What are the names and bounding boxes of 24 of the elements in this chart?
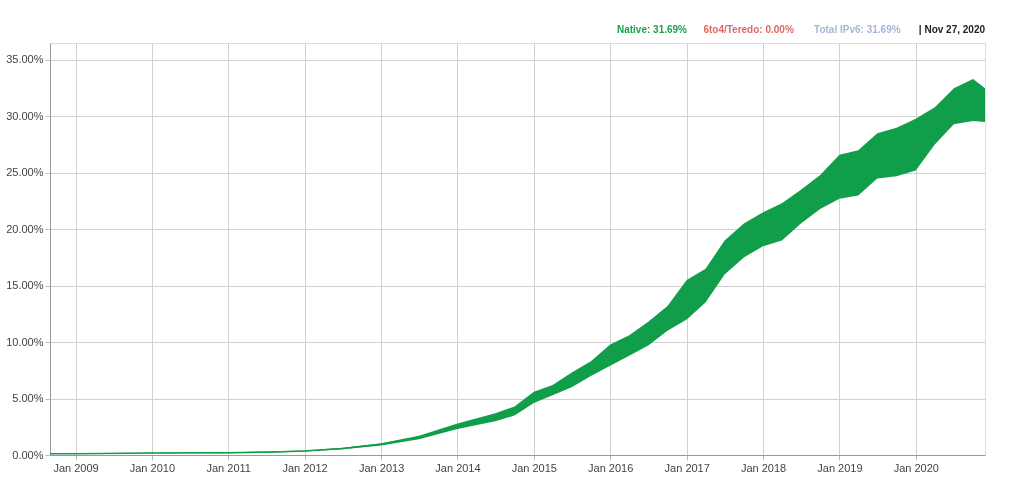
x-tick-label: Jan 2011 (206, 461, 251, 474)
y-tick-label: 25.00% (6, 166, 44, 179)
y-tick-label: 15.00% (6, 279, 44, 292)
x-tick-label: Jan 2019 (817, 461, 863, 474)
x-tick-label: Jan 2014 (435, 461, 481, 474)
text: 6to4/Teredo: 0.00% (703, 24, 794, 35)
x-tick-label: Jan 2018 (740, 461, 787, 474)
y-tick-label: 0.00% (12, 448, 44, 461)
x-tick-label: Jan 2015 (511, 461, 557, 474)
text: | Nov 27, 2020 (918, 24, 986, 35)
y-tick-label: 30.00% (6, 109, 44, 122)
x-tick-label: Jan 2016 (588, 461, 634, 474)
x-tick-label: Jan 2017 (664, 461, 710, 474)
x-tick-label: Jan 2013 (358, 461, 405, 474)
text: Native: 31.69% (616, 24, 688, 35)
x-tick-label: Jan 2012 (282, 461, 328, 474)
y-tick-label: 5.00% (12, 392, 44, 405)
x-tick-label: Jan 2020 (893, 461, 939, 474)
y-tick-label: 35.00% (6, 53, 44, 66)
x-tick-label: Jan 2009 (53, 461, 99, 474)
x-tick-label: Jan 2010 (129, 461, 175, 474)
y-tick-label: 10.00% (6, 335, 44, 348)
text: Total IPv6: 31.69% (814, 24, 901, 35)
y-tick-label: 20.00% (6, 222, 44, 235)
